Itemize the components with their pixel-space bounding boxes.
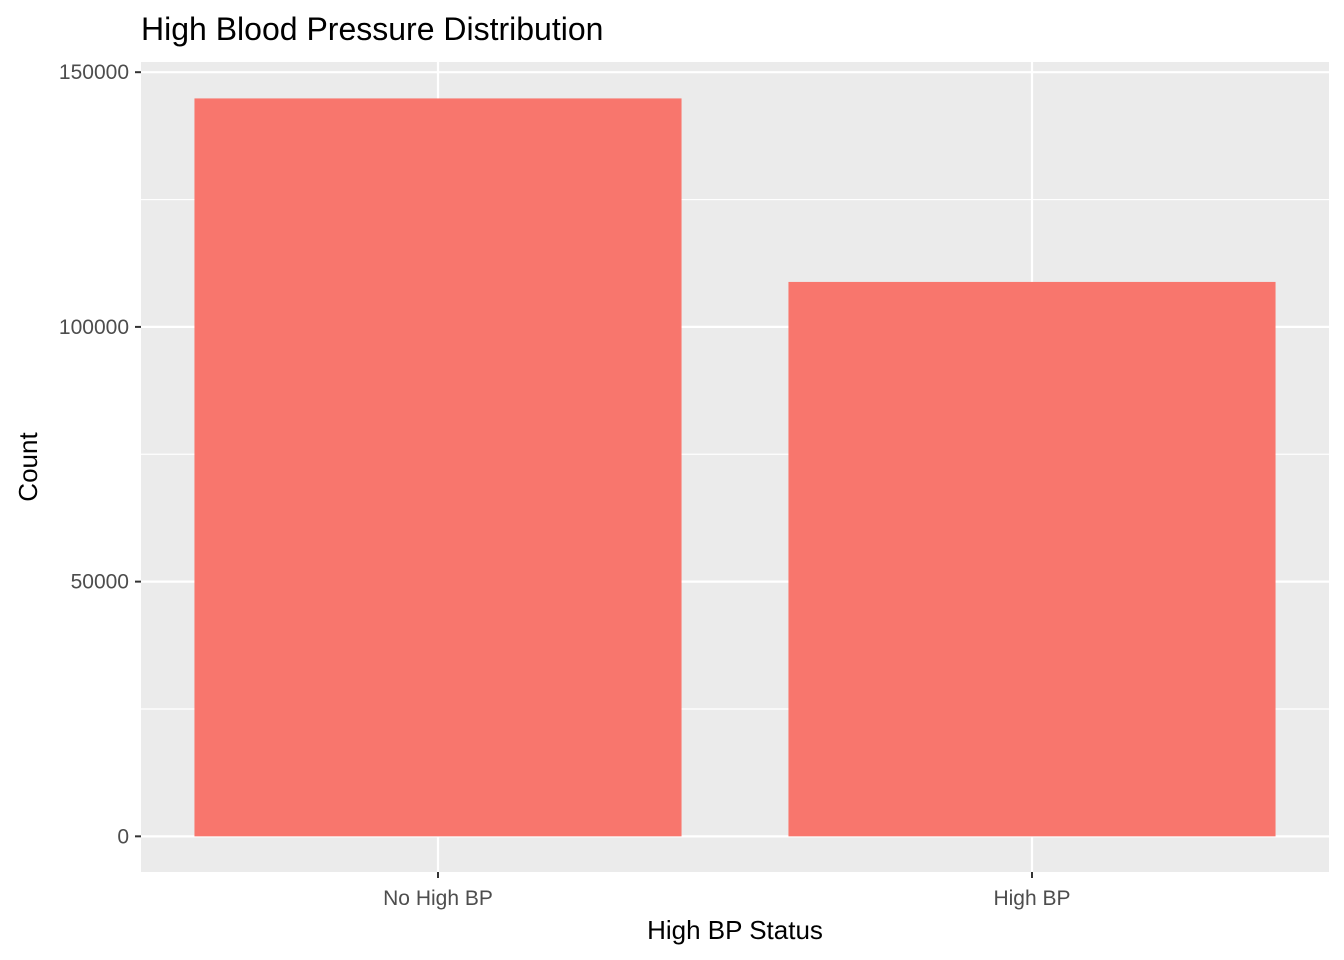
y-axis-title: Count — [13, 432, 43, 502]
y-axis: 0 50000 100000 150000 — [59, 61, 141, 848]
y-tick-label: 50000 — [71, 571, 129, 594]
bar-no-high-bp — [194, 98, 682, 837]
chart-title: High Blood Pressure Distribution — [141, 11, 603, 47]
x-axis: No High BP High BP — [383, 872, 1071, 910]
y-tick-label: 100000 — [59, 316, 129, 339]
bar-high-bp — [788, 281, 1276, 837]
x-axis-title: High BP Status — [647, 915, 823, 945]
y-tick-label: 150000 — [59, 61, 129, 84]
bars-group — [194, 98, 1276, 837]
x-tick-label: High BP — [993, 887, 1070, 910]
x-tick-label: No High BP — [383, 887, 493, 910]
y-tick-label: 0 — [117, 825, 129, 848]
